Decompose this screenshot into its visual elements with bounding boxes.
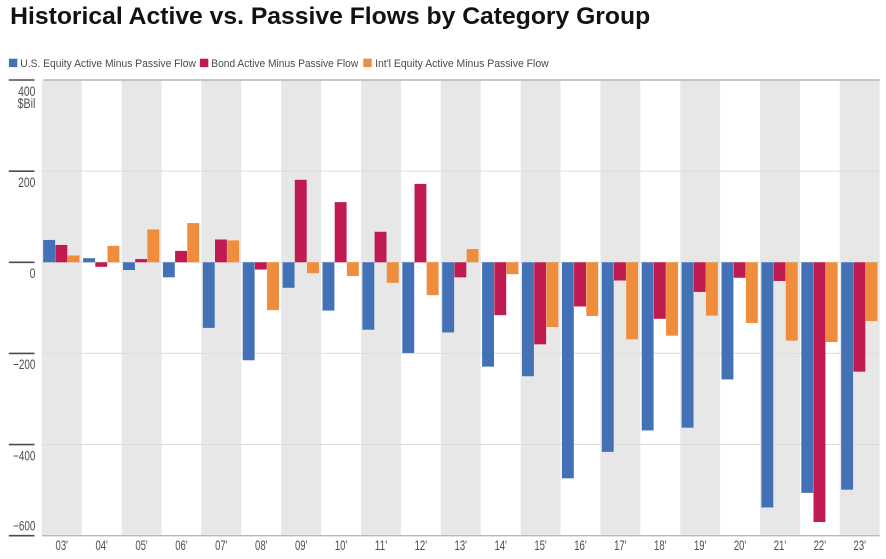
svg-text:Int'l Equity Active Minus Pass: Int'l Equity Active Minus Passive Flow	[375, 58, 549, 70]
svg-text:22': 22'	[814, 538, 826, 553]
svg-text:−200: −200	[13, 357, 35, 372]
svg-text:04': 04'	[95, 538, 107, 553]
svg-text:$Bil: $Bil	[18, 96, 36, 111]
svg-text:16': 16'	[574, 538, 586, 553]
svg-text:−400: −400	[13, 448, 35, 463]
svg-text:08': 08'	[255, 538, 267, 553]
svg-text:13': 13'	[455, 538, 467, 553]
svg-text:200: 200	[18, 175, 35, 190]
svg-text:20': 20'	[734, 538, 746, 553]
svg-text:05': 05'	[135, 538, 147, 553]
svg-text:15': 15'	[534, 538, 546, 553]
svg-text:14': 14'	[494, 538, 506, 553]
svg-text:21': 21'	[774, 538, 786, 553]
svg-text:400: 400	[18, 84, 35, 99]
svg-text:23': 23'	[854, 538, 866, 553]
svg-text:11': 11'	[375, 538, 387, 553]
svg-text:Historical Active vs. Passive: Historical Active vs. Passive Flows by C…	[10, 3, 650, 30]
svg-text:−600: −600	[13, 519, 35, 534]
svg-text:18': 18'	[654, 538, 666, 553]
svg-text:07': 07'	[215, 538, 227, 553]
svg-text:0: 0	[30, 266, 36, 281]
svg-text:Bond Active Minus Passive Flow: Bond Active Minus Passive Flow	[211, 58, 358, 70]
svg-text:12': 12'	[415, 538, 427, 553]
svg-text:U.S. Equity Active Minus Passi: U.S. Equity Active Minus Passive Flow	[20, 58, 196, 70]
svg-text:19': 19'	[694, 538, 706, 553]
svg-text:09': 09'	[295, 538, 307, 553]
svg-text:10': 10'	[335, 538, 347, 553]
svg-text:03': 03'	[56, 538, 68, 553]
svg-text:06': 06'	[175, 538, 187, 553]
svg-text:17': 17'	[614, 538, 626, 553]
